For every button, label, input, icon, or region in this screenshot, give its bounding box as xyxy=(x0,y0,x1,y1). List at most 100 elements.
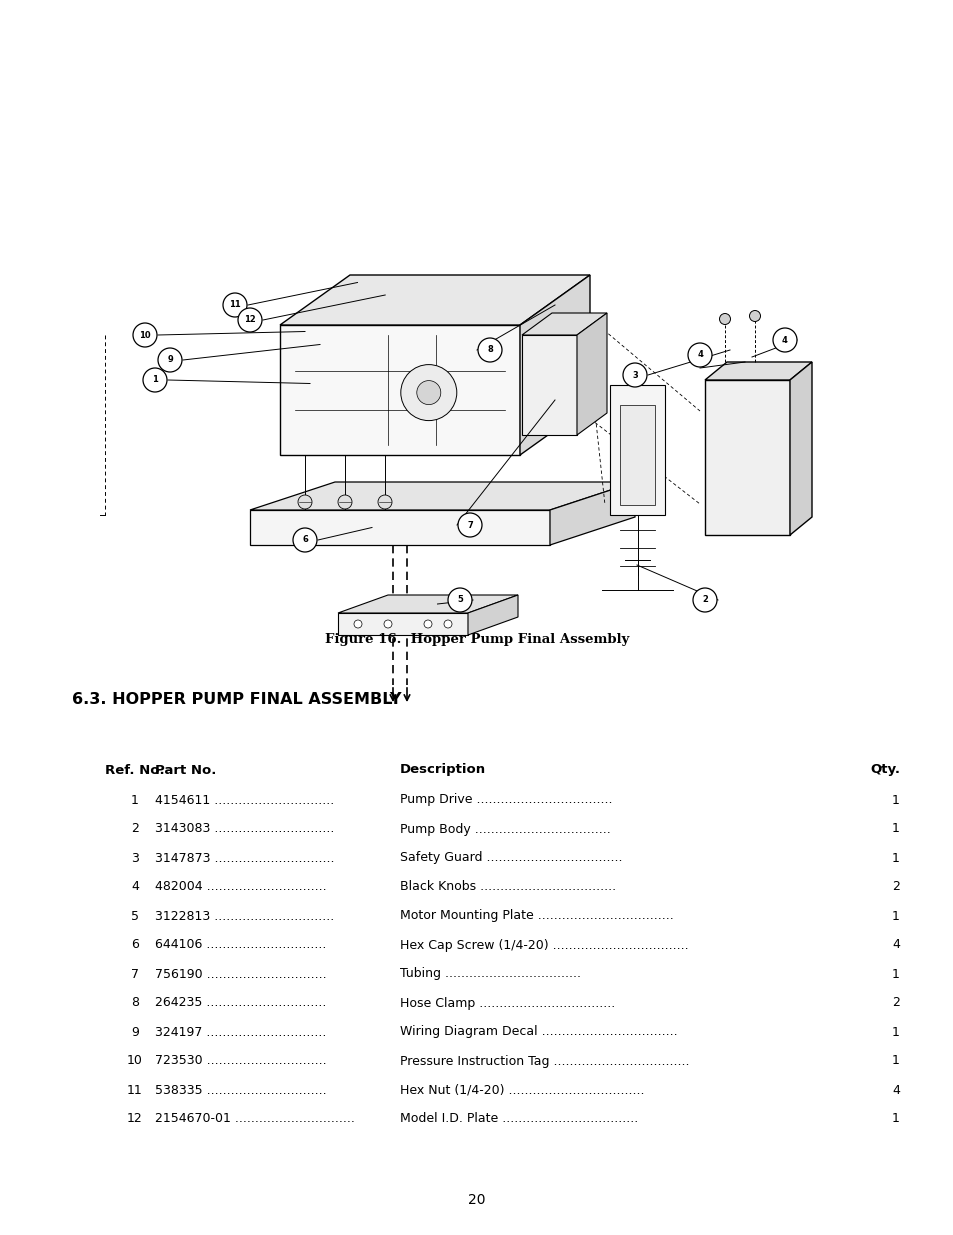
Text: 538335 ..............................: 538335 .............................. xyxy=(154,1083,326,1097)
Circle shape xyxy=(400,364,456,421)
Text: 2: 2 xyxy=(891,881,899,893)
Text: Safety Guard ..................................: Safety Guard ...........................… xyxy=(399,851,622,864)
Circle shape xyxy=(337,495,352,509)
Text: 12: 12 xyxy=(127,1113,143,1125)
Polygon shape xyxy=(521,335,577,435)
Text: 9: 9 xyxy=(167,356,172,364)
Circle shape xyxy=(354,620,361,629)
Text: 7: 7 xyxy=(467,520,473,530)
Circle shape xyxy=(448,588,472,613)
Polygon shape xyxy=(704,380,789,535)
Text: 6: 6 xyxy=(302,536,308,545)
Polygon shape xyxy=(280,325,519,454)
Text: Motor Mounting Plate ..................................: Motor Mounting Plate ...................… xyxy=(399,909,673,923)
Text: 4: 4 xyxy=(131,881,139,893)
Text: 1: 1 xyxy=(131,794,139,806)
Text: 2154670-01 ..............................: 2154670-01 .............................… xyxy=(154,1113,355,1125)
Circle shape xyxy=(143,368,167,391)
Text: 1: 1 xyxy=(891,967,899,981)
Text: 9: 9 xyxy=(131,1025,139,1039)
Text: 644106 ..............................: 644106 .............................. xyxy=(154,939,326,951)
Text: 3147873 ..............................: 3147873 .............................. xyxy=(154,851,335,864)
Text: Figure 16.  Hopper Pump Final Assembly: Figure 16. Hopper Pump Final Assembly xyxy=(324,634,629,646)
Text: 11: 11 xyxy=(127,1083,143,1097)
Polygon shape xyxy=(468,595,517,635)
Text: 1: 1 xyxy=(891,851,899,864)
Text: 4: 4 xyxy=(697,351,702,359)
Text: 12: 12 xyxy=(244,315,255,325)
Text: 3: 3 xyxy=(632,370,638,379)
Circle shape xyxy=(443,620,452,629)
Text: 6.3. HOPPER PUMP FINAL ASSEMBLY: 6.3. HOPPER PUMP FINAL ASSEMBLY xyxy=(71,693,401,708)
Text: 1: 1 xyxy=(891,794,899,806)
Text: 482004 ..............................: 482004 .............................. xyxy=(154,881,326,893)
Circle shape xyxy=(719,314,730,325)
Circle shape xyxy=(297,495,312,509)
Circle shape xyxy=(237,308,262,332)
Text: 4: 4 xyxy=(891,939,899,951)
Text: 20: 20 xyxy=(468,1193,485,1207)
Text: 4: 4 xyxy=(781,336,787,345)
Polygon shape xyxy=(280,275,589,325)
Polygon shape xyxy=(337,613,468,635)
Text: 1: 1 xyxy=(891,1113,899,1125)
Circle shape xyxy=(423,620,432,629)
Text: 3: 3 xyxy=(131,851,139,864)
Circle shape xyxy=(416,380,440,405)
Text: 3143083 ..............................: 3143083 .............................. xyxy=(154,823,334,836)
Text: 2: 2 xyxy=(131,823,139,836)
Circle shape xyxy=(377,495,392,509)
Polygon shape xyxy=(250,482,635,510)
Text: 2: 2 xyxy=(701,595,707,604)
Text: 1: 1 xyxy=(891,909,899,923)
Text: 4: 4 xyxy=(891,1083,899,1097)
Text: 1: 1 xyxy=(152,375,158,384)
Polygon shape xyxy=(704,362,811,380)
Polygon shape xyxy=(550,482,635,545)
Text: 264235 ..............................: 264235 .............................. xyxy=(154,997,326,1009)
Circle shape xyxy=(223,293,247,317)
Text: 1: 1 xyxy=(891,1025,899,1039)
Text: 1: 1 xyxy=(891,1055,899,1067)
Text: 2: 2 xyxy=(891,997,899,1009)
Polygon shape xyxy=(577,312,606,435)
Polygon shape xyxy=(609,385,664,515)
Text: 324197 ..............................: 324197 .............................. xyxy=(154,1025,326,1039)
Text: 5: 5 xyxy=(131,909,139,923)
Polygon shape xyxy=(250,510,550,545)
Circle shape xyxy=(687,343,711,367)
Circle shape xyxy=(457,513,481,537)
Text: Ref. No.: Ref. No. xyxy=(105,763,165,777)
Polygon shape xyxy=(521,312,606,335)
Polygon shape xyxy=(337,595,517,613)
Text: 10: 10 xyxy=(139,331,151,340)
Text: 723530 ..............................: 723530 .............................. xyxy=(154,1055,326,1067)
Text: 3122813 ..............................: 3122813 .............................. xyxy=(154,909,334,923)
Circle shape xyxy=(158,348,182,372)
Text: Tubing ..................................: Tubing .................................… xyxy=(399,967,580,981)
Text: Hex Cap Screw (1/4-20) ..................................: Hex Cap Screw (1/4-20) .................… xyxy=(399,939,688,951)
Text: 756190 ..............................: 756190 .............................. xyxy=(154,967,326,981)
Text: Qty.: Qty. xyxy=(869,763,899,777)
Text: Model I.D. Plate ..................................: Model I.D. Plate .......................… xyxy=(399,1113,638,1125)
Text: Part No.: Part No. xyxy=(154,763,216,777)
Circle shape xyxy=(692,588,717,613)
Circle shape xyxy=(749,310,760,321)
Text: Pump Body ..................................: Pump Body ..............................… xyxy=(399,823,610,836)
Circle shape xyxy=(477,338,501,362)
Text: 10: 10 xyxy=(127,1055,143,1067)
Circle shape xyxy=(384,620,392,629)
Text: 8: 8 xyxy=(487,346,493,354)
Text: 5: 5 xyxy=(456,595,462,604)
Text: Pressure Instruction Tag ..................................: Pressure Instruction Tag ...............… xyxy=(399,1055,689,1067)
Text: Wiring Diagram Decal ..................................: Wiring Diagram Decal ...................… xyxy=(399,1025,677,1039)
Circle shape xyxy=(132,324,157,347)
Text: 7: 7 xyxy=(131,967,139,981)
Polygon shape xyxy=(789,362,811,535)
Circle shape xyxy=(772,329,796,352)
Polygon shape xyxy=(519,275,589,454)
Text: Hex Nut (1/4-20) ..................................: Hex Nut (1/4-20) .......................… xyxy=(399,1083,644,1097)
Circle shape xyxy=(622,363,646,387)
Text: 11: 11 xyxy=(229,300,240,310)
Text: Pump Drive ..................................: Pump Drive .............................… xyxy=(399,794,612,806)
